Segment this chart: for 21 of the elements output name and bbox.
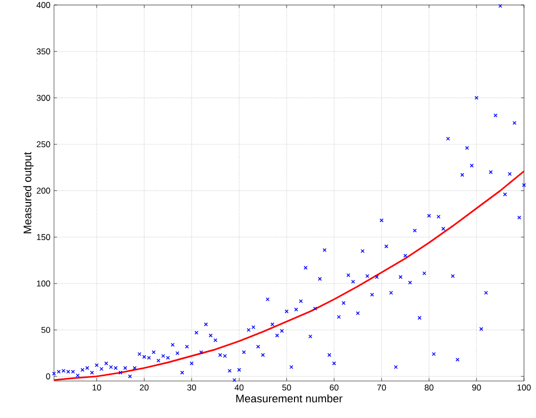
x-axis-title: Measurement number <box>236 394 342 402</box>
y-tick-label: 0 <box>46 373 50 380</box>
y-tick-label: 150 <box>36 234 50 240</box>
x-tick-label: 70 <box>377 384 386 391</box>
x-tick-label: 80 <box>424 384 434 391</box>
y-tick-label: 200 <box>36 188 50 194</box>
y-tick-label: 100 <box>36 280 50 287</box>
x-tick-label: 40 <box>234 384 244 391</box>
x-tick-label: 90 <box>472 384 481 391</box>
x-tick-label: 20 <box>140 384 149 391</box>
y-tick-label: 300 <box>36 94 50 101</box>
y-tick-label: 50 <box>41 326 50 333</box>
y-tick-label: 350 <box>36 48 50 54</box>
y-tick-label: 250 <box>36 141 50 148</box>
x-tick-label: 50 <box>282 384 291 391</box>
y-axis-title: Measured output <box>23 152 34 234</box>
x-tick-label: 30 <box>187 384 196 391</box>
x-tick-label: 60 <box>330 384 338 391</box>
x-tick-label: 100 <box>518 384 531 391</box>
y-tick-label: 400 <box>36 2 50 8</box>
x-tick-label: 10 <box>92 384 102 391</box>
